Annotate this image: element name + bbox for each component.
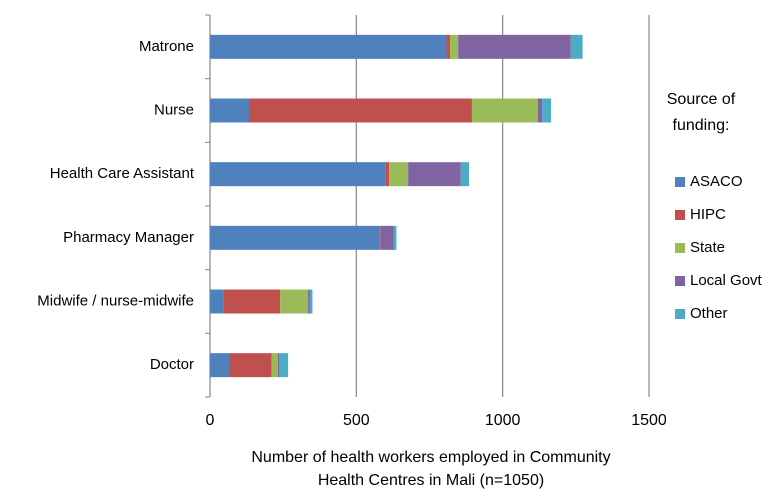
bar-segment [460, 162, 470, 187]
y-tick-label: Midwife / nurse-midwife [37, 292, 194, 309]
bar-segment [385, 162, 390, 187]
x-tick-label: 500 [343, 412, 370, 429]
bar-segment [379, 225, 381, 250]
bar-segment [277, 353, 280, 378]
y-tick-label: Nurse [154, 101, 194, 118]
legend-title: Source of [667, 91, 736, 108]
bar-segment [210, 353, 230, 378]
bar-segment [446, 34, 450, 59]
bar-segment [280, 289, 309, 314]
bar-segment [408, 162, 461, 187]
bar-segment [210, 98, 250, 123]
y-tick-label: Pharmacy Manager [63, 229, 194, 246]
bar-segment [380, 225, 394, 250]
bar-segment [449, 34, 459, 59]
x-tick-label: 1000 [485, 412, 521, 429]
y-tick-label: Doctor [150, 356, 194, 373]
legend-swatch [675, 243, 685, 253]
legend-swatch [675, 309, 685, 319]
x-axis-label: Health Centres in Mali (n=1050) [318, 472, 544, 489]
legend-label: Other [690, 305, 728, 322]
legend-swatch [675, 276, 685, 286]
bar-segment [223, 289, 281, 314]
bar-segment [210, 162, 386, 187]
bar-segment [537, 98, 543, 123]
bar-segment [210, 225, 380, 250]
bar-segment [309, 289, 313, 314]
bar-segment [279, 353, 289, 378]
x-tick-label: 1500 [631, 412, 667, 429]
bar-segment [229, 353, 272, 378]
legend-swatch [675, 177, 685, 187]
legend-label: State [690, 239, 725, 256]
legend-label: ASACO [690, 173, 743, 190]
bar-segment [389, 162, 409, 187]
x-tick-label: 0 [206, 412, 215, 429]
bar-segment [271, 353, 278, 378]
x-axis-label: Number of health workers employed in Com… [251, 449, 610, 466]
bar-segment [249, 98, 472, 123]
bar-segment [393, 225, 397, 250]
bar-segment [210, 34, 447, 59]
legend-swatch [675, 210, 685, 220]
bar-segment [458, 34, 571, 59]
bar-segment [471, 98, 538, 123]
y-tick-label: Health Care Assistant [50, 165, 195, 182]
bar-segment [308, 289, 310, 314]
legend-title: funding: [673, 117, 730, 134]
y-tick-label: Matrone [139, 38, 194, 55]
bar-segment [542, 98, 551, 123]
bar-segment [570, 34, 583, 59]
legend-label: HIPC [690, 206, 726, 223]
legend-label: Local Govt [690, 272, 763, 289]
bar-segment [210, 289, 224, 314]
